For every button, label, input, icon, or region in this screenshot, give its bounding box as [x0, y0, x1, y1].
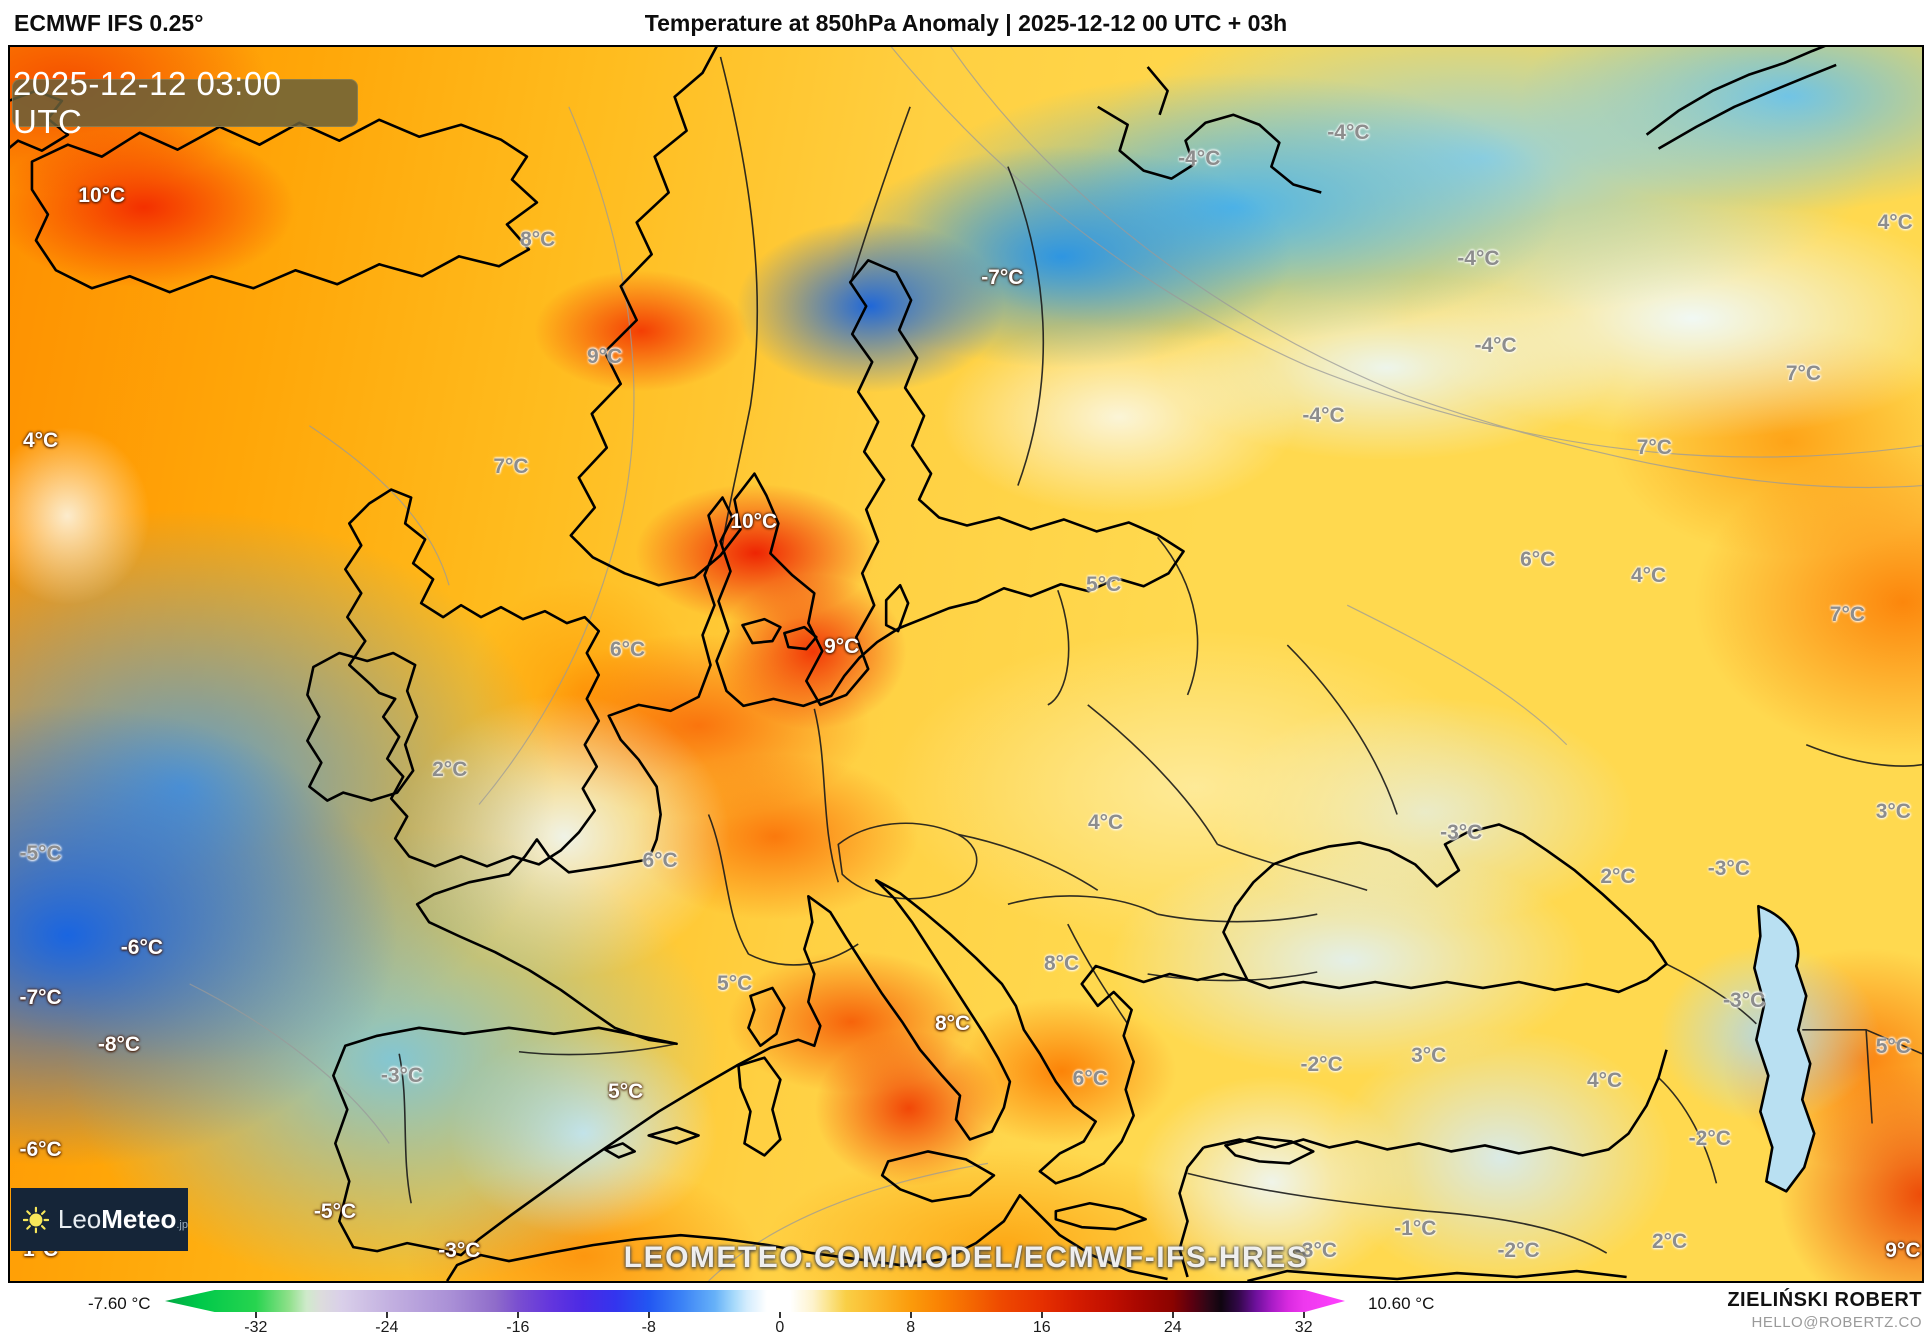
colorbar-tick-label: -32: [244, 1319, 268, 1336]
colorbar-footer: -7.60 °C -32 -24 -16 -8 0 8 16 24 32 10.60 °C ZI…: [0, 1283, 1932, 1338]
colorbar-tick-mark: [254, 1312, 257, 1318]
colorbar-tick-mark: [1040, 1312, 1043, 1318]
contour-lines: [189, 47, 1922, 1281]
scandinavia-baltic-coast: [332, 47, 1248, 1257]
corsica-coast: [747, 986, 786, 1048]
colorbar-tick-mark: [1302, 1312, 1305, 1318]
colorbar-tick-mark: [385, 1312, 388, 1318]
sun-icon: [23, 1206, 49, 1233]
white-sea-coast: [1097, 66, 1322, 194]
colorbar-tick-label: 8: [906, 1319, 916, 1336]
balearics-coast: [603, 1126, 700, 1159]
field-max-value: 10.60 °C: [1368, 1294, 1435, 1313]
colorbar-tick-mark: [647, 1312, 650, 1318]
sardinia-coast: [737, 1056, 782, 1157]
caspian-sea-coast: [1753, 904, 1816, 1193]
colorbar-tick-mark: [909, 1312, 912, 1318]
anomaly-map: 10°C 8°C 9°C 4°C 7°C 10°C -7°C -4°C -4°C -4°C -4°C…: [8, 45, 1924, 1283]
gotland-coast: [884, 583, 910, 633]
header-bar: ECMWF IFS 0.25° Temperature at 850hPa An…: [0, 0, 1932, 45]
credit-author: ZIELIŃSKI ROBERT: [1727, 1289, 1922, 1311]
watermark: LEOMETEO.COM/MODEL/ECMWF-IFS-HRES: [623, 1241, 1309, 1274]
colorbar-tick-mark: [1171, 1312, 1174, 1318]
colorbar-tick-label: 24: [1163, 1319, 1182, 1336]
leometeo-logo: LeoMeteo.jp: [11, 1188, 188, 1251]
great-britain-coast: [344, 488, 601, 868]
colorbar-tick-label: 16: [1032, 1319, 1051, 1336]
danish-isles: [741, 617, 818, 651]
colorbar-tick-label: 32: [1294, 1319, 1313, 1336]
colorbar-tick-label: -8: [641, 1319, 656, 1336]
page-title: Temperature at 850hPa Anomaly | 2025-12-…: [644, 10, 1288, 36]
colorbar-tick-label: -16: [506, 1319, 530, 1336]
colorbar-tick-label: 0: [775, 1319, 785, 1336]
levant-coast: [1178, 1146, 1205, 1278]
country-borders: [398, 56, 1922, 1254]
coastlines: [10, 47, 1837, 1281]
iceland-coast: [30, 118, 539, 294]
timestamp-badge: 2025-12-12 03:00 UTC: [12, 65, 358, 140]
colorbar: [165, 1290, 1345, 1312]
sicily-coast: [880, 1150, 996, 1203]
logo-text: LeoMeteo.jp: [57, 1204, 188, 1234]
coastline-layer: [10, 47, 1922, 1281]
field-min-value: -7.60 °C: [88, 1294, 151, 1313]
model-name: ECMWF IFS 0.25°: [14, 10, 204, 36]
turkey-south-coast: [1203, 1049, 1668, 1157]
black-sea-coast: [1222, 823, 1668, 994]
colorbar-tick-mark: [516, 1312, 519, 1318]
colorbar-tick-label: -24: [375, 1319, 399, 1336]
egypt-coast: [1247, 1269, 1627, 1281]
colorbar-tick-mark: [778, 1312, 781, 1318]
credit-contact: HELLO@ROBERTZ.CO: [1751, 1314, 1922, 1331]
north-africa-coast: [445, 1193, 1168, 1281]
crete-coast: [1054, 1201, 1147, 1231]
cyprus-coast: [1224, 1136, 1315, 1165]
ireland-coast: [306, 651, 419, 802]
novaya-zemlya-coast: [1645, 47, 1837, 150]
